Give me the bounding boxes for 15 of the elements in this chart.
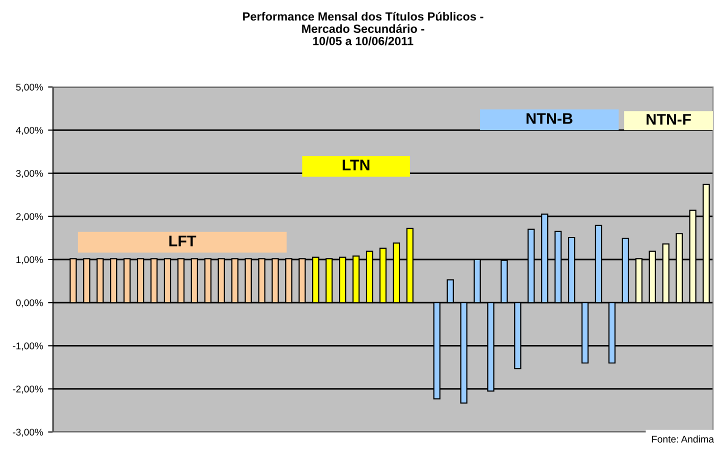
y-tick-label: 5,00% (16, 84, 43, 92)
chart-title: Performance Mensal dos Títulos Públicos - Mercado Secundário - 10/05 a 10/06/2011 (243, 12, 484, 46)
y-tick-label: 2,00% (16, 213, 43, 222)
y-tick-label: 4,00% (16, 126, 43, 135)
text: LTN (342, 160, 370, 170)
text: NTN-F (646, 114, 691, 125)
y-tick-label: -3,00% (12, 428, 43, 437)
series-label: LFT (169, 236, 196, 246)
source-note: Fonte: Andima (652, 435, 714, 443)
y-tick-label: 3,00% (16, 170, 43, 178)
y-tick-label: 1,00% (16, 256, 43, 264)
y-tick-label: -1,00% (12, 342, 43, 351)
y-tick-label: 0,00% (16, 299, 43, 308)
text: NTN-B (526, 113, 572, 124)
y-tick-label: -2,00% (12, 386, 43, 394)
